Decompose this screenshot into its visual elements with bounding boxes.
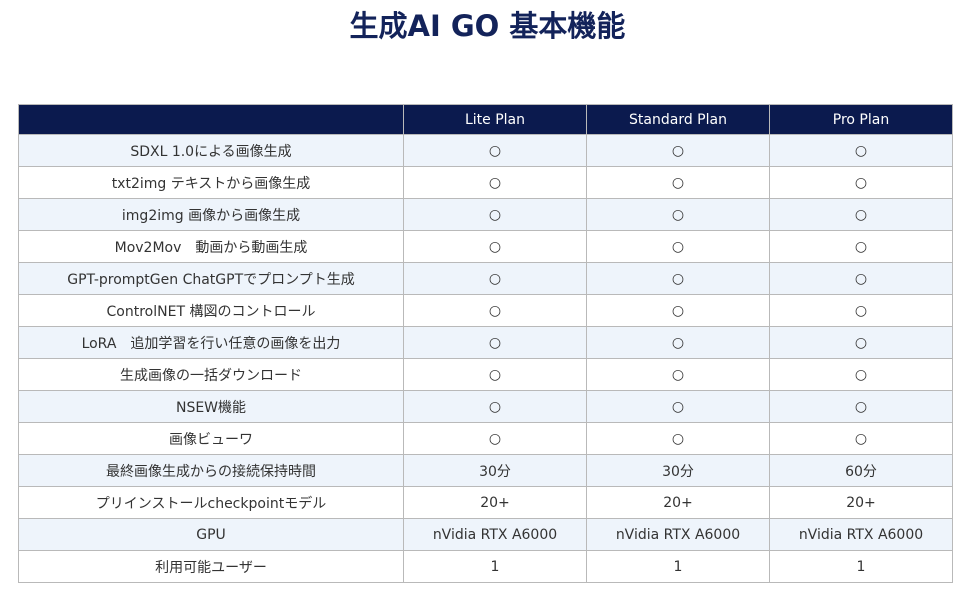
page-title: 生成AI GO 基本機能 <box>349 9 626 43</box>
table-row: GPT-promptGen ChatGPTでプロンプト生成 ○ ○ ○ <box>18 262 953 295</box>
feature-cell: img2img 画像から画像生成 <box>18 198 404 231</box>
standard-value-cell: ○ <box>586 326 770 359</box>
table-row: プリインストールcheckpointモデル 20+ 20+ 20+ <box>18 486 953 519</box>
table-row: 画像ビューワ ○ ○ ○ <box>18 422 953 455</box>
standard-value-cell: 1 <box>586 550 770 583</box>
feature-cell: プリインストールcheckpointモデル <box>18 486 404 519</box>
lite-value-cell: ○ <box>403 134 587 167</box>
lite-value-cell: ○ <box>403 390 587 423</box>
lite-value-cell: ○ <box>403 198 587 231</box>
pro-value-cell: ○ <box>769 230 953 263</box>
pro-value-cell: ○ <box>769 326 953 359</box>
feature-cell: 生成画像の一括ダウンロード <box>18 358 404 391</box>
lite-value-cell: ○ <box>403 230 587 263</box>
feature-cell: LoRA 追加学習を行い任意の画像を出力 <box>18 326 404 359</box>
lite-value-cell: 30分 <box>403 454 587 487</box>
feature-cell: GPU <box>18 518 404 551</box>
header-standard-plan: Standard Plan <box>586 104 770 135</box>
header-pro-plan: Pro Plan <box>769 104 953 135</box>
lite-value-cell: 20+ <box>403 486 587 519</box>
pro-value-cell: nVidia RTX A6000 <box>769 518 953 551</box>
table-body: SDXL 1.0による画像生成 ○ ○ ○ txt2img テキストから画像生成… <box>18 134 953 583</box>
lite-value-cell: ○ <box>403 358 587 391</box>
table-header: Lite Plan Standard Plan Pro Plan <box>18 104 953 135</box>
standard-value-cell: ○ <box>586 198 770 231</box>
standard-value-cell: ○ <box>586 422 770 455</box>
standard-value-cell: ○ <box>586 134 770 167</box>
feature-cell: 最終画像生成からの接続保持時間 <box>18 454 404 487</box>
lite-value-cell: ○ <box>403 294 587 327</box>
pro-value-cell: ○ <box>769 262 953 295</box>
feature-cell: GPT-promptGen ChatGPTでプロンプト生成 <box>18 262 404 295</box>
table-row: ControlNET 構図のコントロール ○ ○ ○ <box>18 294 953 327</box>
pro-value-cell: ○ <box>769 358 953 391</box>
lite-value-cell: ○ <box>403 262 587 295</box>
pro-value-cell: ○ <box>769 166 953 199</box>
table-row: 生成画像の一括ダウンロード ○ ○ ○ <box>18 358 953 391</box>
table-row: txt2img テキストから画像生成 ○ ○ ○ <box>18 166 953 199</box>
header-lite-plan: Lite Plan <box>403 104 587 135</box>
lite-value-cell: ○ <box>403 166 587 199</box>
feature-cell: NSEW機能 <box>18 390 404 423</box>
standard-value-cell: ○ <box>586 166 770 199</box>
standard-value-cell: 30分 <box>586 454 770 487</box>
table-row: GPU nVidia RTX A6000 nVidia RTX A6000 nV… <box>18 518 953 551</box>
feature-cell: 利用可能ユーザー <box>18 550 404 583</box>
table-row: SDXL 1.0による画像生成 ○ ○ ○ <box>18 134 953 167</box>
lite-value-cell: ○ <box>403 326 587 359</box>
lite-value-cell: 1 <box>403 550 587 583</box>
table-row: img2img 画像から画像生成 ○ ○ ○ <box>18 198 953 231</box>
standard-value-cell: ○ <box>586 390 770 423</box>
pro-value-cell: ○ <box>769 294 953 327</box>
standard-value-cell: ○ <box>586 358 770 391</box>
table-row: Mov2Mov 動画から動画生成 ○ ○ ○ <box>18 230 953 263</box>
plan-comparison-table: Lite Plan Standard Plan Pro Plan SDXL 1.… <box>18 104 953 583</box>
header-row: Lite Plan Standard Plan Pro Plan <box>18 104 953 135</box>
standard-value-cell: ○ <box>586 262 770 295</box>
pro-value-cell: 20+ <box>769 486 953 519</box>
standard-value-cell: ○ <box>586 294 770 327</box>
table-row: 最終画像生成からの接続保持時間 30分 30分 60分 <box>18 454 953 487</box>
standard-value-cell: 20+ <box>586 486 770 519</box>
feature-cell: SDXL 1.0による画像生成 <box>18 134 404 167</box>
feature-cell: Mov2Mov 動画から動画生成 <box>18 230 404 263</box>
standard-value-cell: nVidia RTX A6000 <box>586 518 770 551</box>
feature-cell: 画像ビューワ <box>18 422 404 455</box>
table-row: 利用可能ユーザー 1 1 1 <box>18 550 953 583</box>
lite-value-cell: nVidia RTX A6000 <box>403 518 587 551</box>
pro-value-cell: ○ <box>769 198 953 231</box>
feature-cell: txt2img テキストから画像生成 <box>18 166 404 199</box>
pro-value-cell: ○ <box>769 134 953 167</box>
table-row: NSEW機能 ○ ○ ○ <box>18 390 953 423</box>
pro-value-cell: ○ <box>769 422 953 455</box>
header-feature-cell <box>18 104 404 135</box>
pro-value-cell: 60分 <box>769 454 953 487</box>
standard-value-cell: ○ <box>586 230 770 263</box>
pro-value-cell: ○ <box>769 390 953 423</box>
feature-cell: ControlNET 構図のコントロール <box>18 294 404 327</box>
pro-value-cell: 1 <box>769 550 953 583</box>
lite-value-cell: ○ <box>403 422 587 455</box>
table-row: LoRA 追加学習を行い任意の画像を出力 ○ ○ ○ <box>18 326 953 359</box>
